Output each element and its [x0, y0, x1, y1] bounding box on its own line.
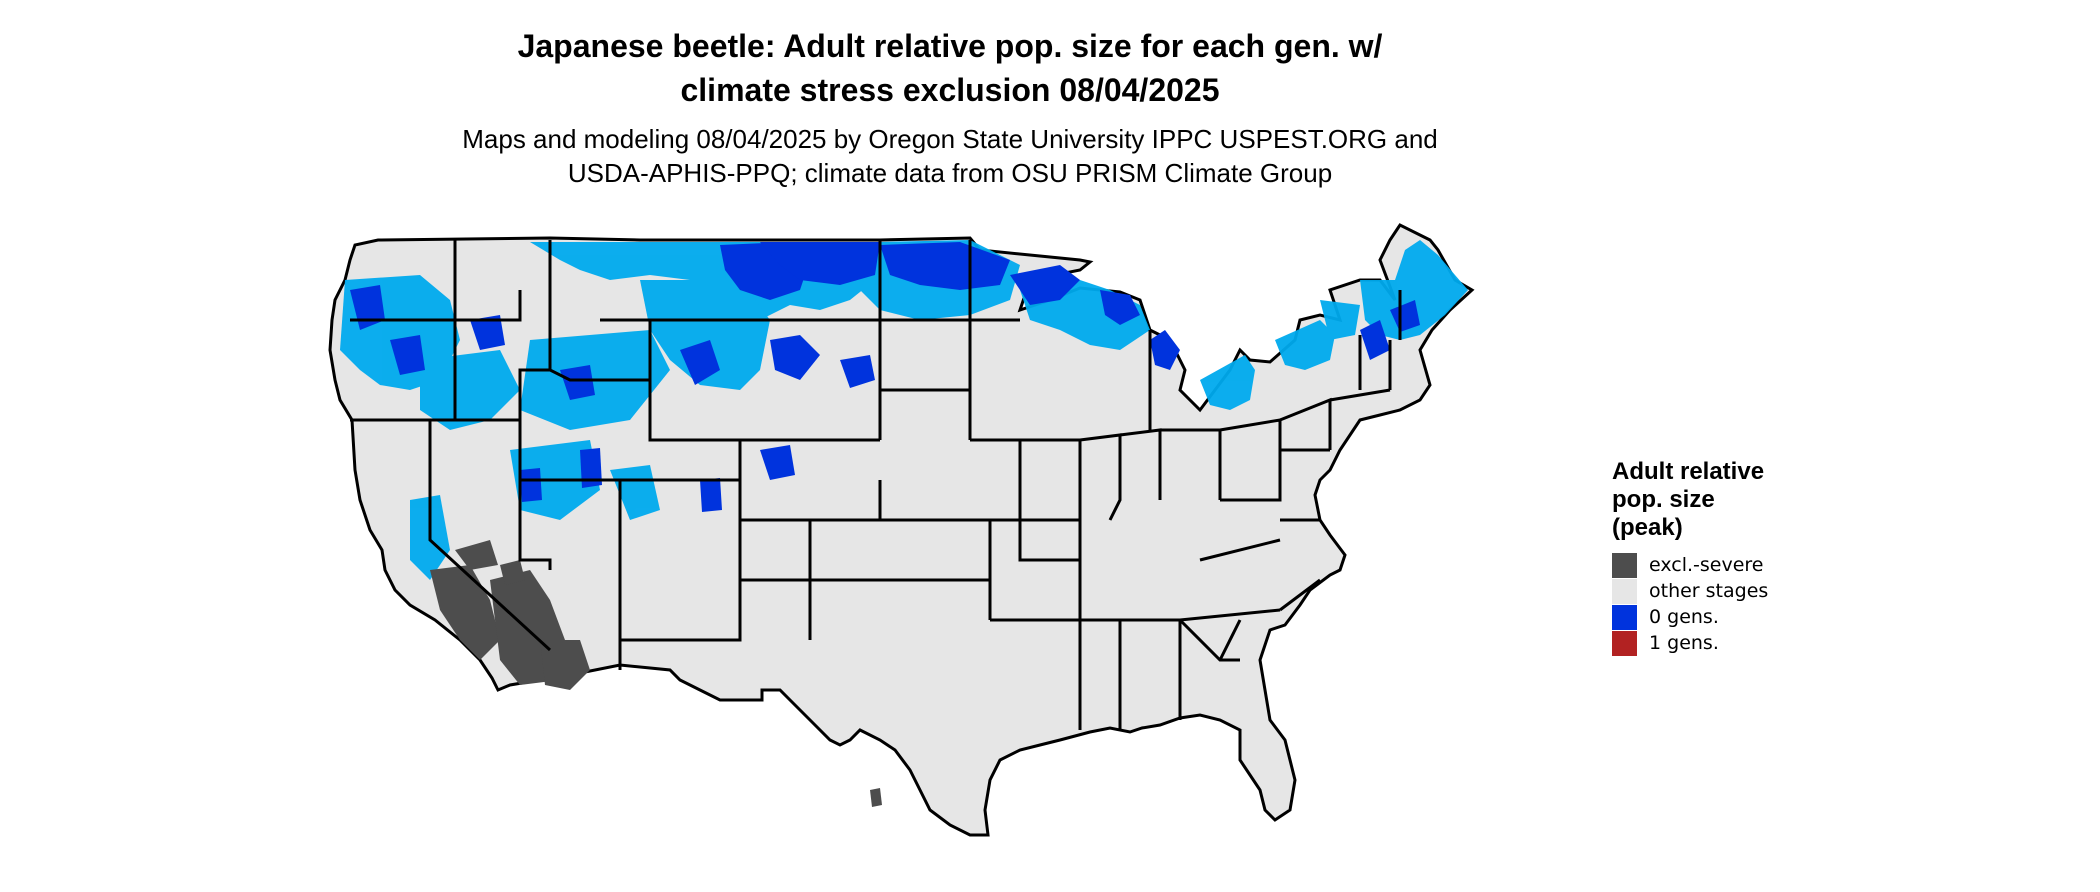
legend-item-zero-gens: 0 gens. — [1612, 604, 1812, 630]
legend-swatch-other-stages — [1612, 578, 1637, 604]
legend-label-one-gens: 1 gens. — [1649, 632, 1719, 654]
zero-gens-dark-regions — [350, 242, 1420, 512]
legend-label-other-stages: other stages — [1649, 580, 1769, 602]
state-borders — [350, 240, 1402, 730]
legend-title-line-3: (peak) — [1612, 514, 1683, 541]
legend-item-excl-severe: excl.-severe — [1612, 552, 1812, 578]
map-title-line-2: climate stress exclusion 08/04/2025 — [680, 72, 1220, 108]
map-subtitle: Maps and modeling 08/04/2025 by Oregon S… — [0, 122, 1900, 190]
legend-title: Adult relative pop. size (peak) — [1612, 458, 1812, 542]
us-map — [328, 223, 1475, 837]
map-subtitle-line-1: Maps and modeling 08/04/2025 by Oregon S… — [462, 124, 1438, 154]
legend-item-other-stages: other stages — [1612, 578, 1812, 604]
legend-label-excl-severe: excl.-severe — [1649, 554, 1764, 576]
map-title-line-1: Japanese beetle: Adult relative pop. siz… — [517, 28, 1383, 64]
legend-label-zero-gens: 0 gens. — [1649, 606, 1719, 628]
legend-title-line-1: Adult relative — [1612, 458, 1765, 485]
legend-title-line-2: pop. size — [1612, 486, 1715, 513]
legend-item-one-gens: 1 gens. — [1612, 630, 1812, 656]
legend-swatch-one-gens — [1612, 630, 1637, 656]
map-title: Japanese beetle: Adult relative pop. siz… — [0, 24, 1900, 112]
legend-swatch-zero-gens — [1612, 604, 1637, 630]
legend-swatch-excl-severe — [1612, 552, 1637, 578]
us-land — [328, 223, 1475, 837]
legend-items: excl.-severe other stages 0 gens. 1 gens… — [1612, 552, 1812, 656]
map-subtitle-line-2: USDA-APHIS-PPQ; climate data from OSU PR… — [567, 158, 1333, 188]
legend: Adult relative pop. size (peak) excl.-se… — [1612, 458, 1812, 656]
